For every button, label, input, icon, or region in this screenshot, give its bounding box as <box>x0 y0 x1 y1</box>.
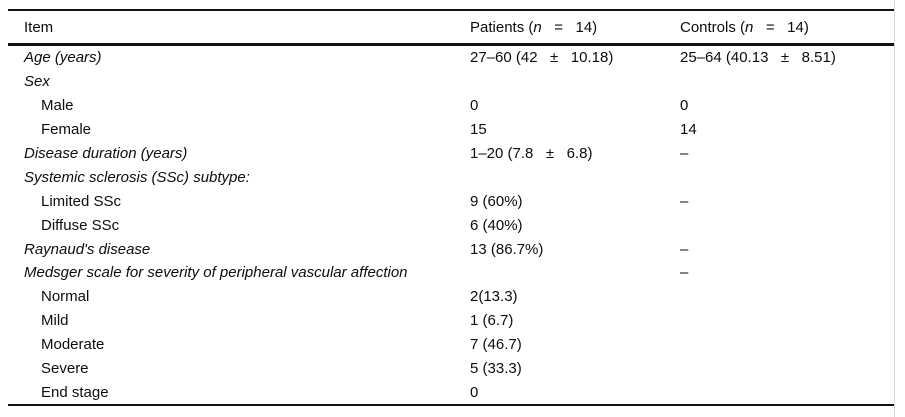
item-cell: Male <box>41 97 74 115</box>
controls-cell <box>680 70 894 94</box>
table-row-limited-ssc: Limited SSc 9 (60%) – <box>8 189 894 213</box>
table-row-end-stage: End stage 0 <box>8 380 894 405</box>
page-edge-line <box>894 0 895 417</box>
patients-cell <box>470 261 680 285</box>
table-row-mild: Mild 1 (6.7) <box>8 309 894 333</box>
patients-header-rest: = 14) <box>541 18 598 36</box>
header-row: Item Patients (n = 14) Controls (n = 14) <box>8 10 894 46</box>
item-cell: Moderate <box>41 336 105 354</box>
item-cell: Medsger scale for severity of peripheral… <box>24 264 408 282</box>
controls-header-n: n <box>745 18 754 36</box>
controls-cell: – <box>680 145 689 162</box>
column-header-patients: Patients (n = 14) <box>470 10 680 46</box>
item-cell: Diffuse SSc <box>41 216 120 234</box>
table-row-male: Male 0 0 <box>8 94 894 118</box>
item-cell: End stage <box>41 383 109 401</box>
patients-cell: 6 (40%) <box>470 216 523 234</box>
table-row-sex: Sex <box>8 70 894 94</box>
table-row-moderate: Moderate 7 (46.7) <box>8 333 894 357</box>
controls-cell <box>680 309 894 333</box>
controls-cell: – <box>680 192 689 210</box>
table-body: Age (years) 27–60 (42 ± 10.18) 25–64 (40… <box>8 45 894 406</box>
controls-cell <box>680 333 894 357</box>
patients-cell: 0 <box>470 97 479 115</box>
patients-cell: 9 (60%) <box>470 192 523 210</box>
item-cell: Raynaud's disease <box>24 240 151 258</box>
patients-cell: 0 <box>470 383 479 401</box>
controls-cell: – <box>680 264 689 282</box>
controls-cell <box>680 165 894 189</box>
patients-cell: 27–60 (42 ± 10.18) <box>470 49 614 67</box>
patients-cell <box>470 165 680 189</box>
controls-cell: 25–64 (40.13 ± 8.51) <box>680 49 836 67</box>
table-row-age: Age (years) 27–60 (42 ± 10.18) 25–64 (40… <box>8 45 894 70</box>
item-cell: Normal <box>41 288 90 306</box>
controls-cell <box>680 213 894 237</box>
item-cell: Limited SSc <box>41 192 122 210</box>
column-header-controls: Controls (n = 14) <box>680 10 894 46</box>
table-row-female: Female 15 14 <box>8 118 894 142</box>
item-cell: Mild <box>41 312 69 330</box>
table-row-disease-duration: Disease duration (years) 1–20 (7.8 ± 6.8… <box>8 142 894 166</box>
table-row-medsger-scale: Medsger scale for severity of peripheral… <box>8 261 894 285</box>
controls-cell <box>680 380 894 405</box>
item-cell: Systemic sclerosis (SSc) subtype: <box>24 168 250 186</box>
controls-cell <box>680 357 894 381</box>
item-cell: Sex <box>24 73 50 91</box>
patient-demographics-table: Item Patients (n = 14) Controls (n = 14)… <box>8 9 894 407</box>
table-row-diffuse-ssc: Diffuse SSc 6 (40%) <box>8 213 894 237</box>
item-cell: Age (years) <box>24 49 102 67</box>
patients-header-prefix: Patients ( <box>470 18 534 36</box>
controls-header-rest: = 14) <box>753 18 809 36</box>
table-row-normal: Normal 2(13.3) <box>8 285 894 309</box>
patients-cell: 7 (46.7) <box>470 336 522 354</box>
controls-cell: 0 <box>680 97 689 115</box>
controls-cell: 14 <box>680 121 697 139</box>
controls-header-prefix: Controls ( <box>680 18 746 36</box>
patients-header-n: n <box>533 18 542 36</box>
item-cell: Disease duration (years) <box>24 145 188 162</box>
patients-cell: 15 <box>470 121 487 139</box>
table-row-ssc-subtype: Systemic sclerosis (SSc) subtype: <box>8 165 894 189</box>
patients-cell: 2(13.3) <box>470 288 518 306</box>
controls-cell: – <box>680 240 689 258</box>
item-cell: Severe <box>41 360 89 378</box>
patients-cell: 5 (33.3) <box>470 360 522 378</box>
patients-cell <box>470 70 680 94</box>
patients-cell: 13 (86.7%) <box>470 240 544 258</box>
table-row-severe: Severe 5 (33.3) <box>8 357 894 381</box>
controls-cell <box>680 285 894 309</box>
column-header-item: Item <box>8 10 470 46</box>
table-row-raynauds: Raynaud's disease 13 (86.7%) – <box>8 237 894 261</box>
patients-cell: 1–20 (7.8 ± 6.8) <box>470 145 593 162</box>
patients-cell: 1 (6.7) <box>470 312 514 330</box>
item-cell: Female <box>41 121 92 139</box>
table-header: Item Patients (n = 14) Controls (n = 14) <box>8 10 894 46</box>
